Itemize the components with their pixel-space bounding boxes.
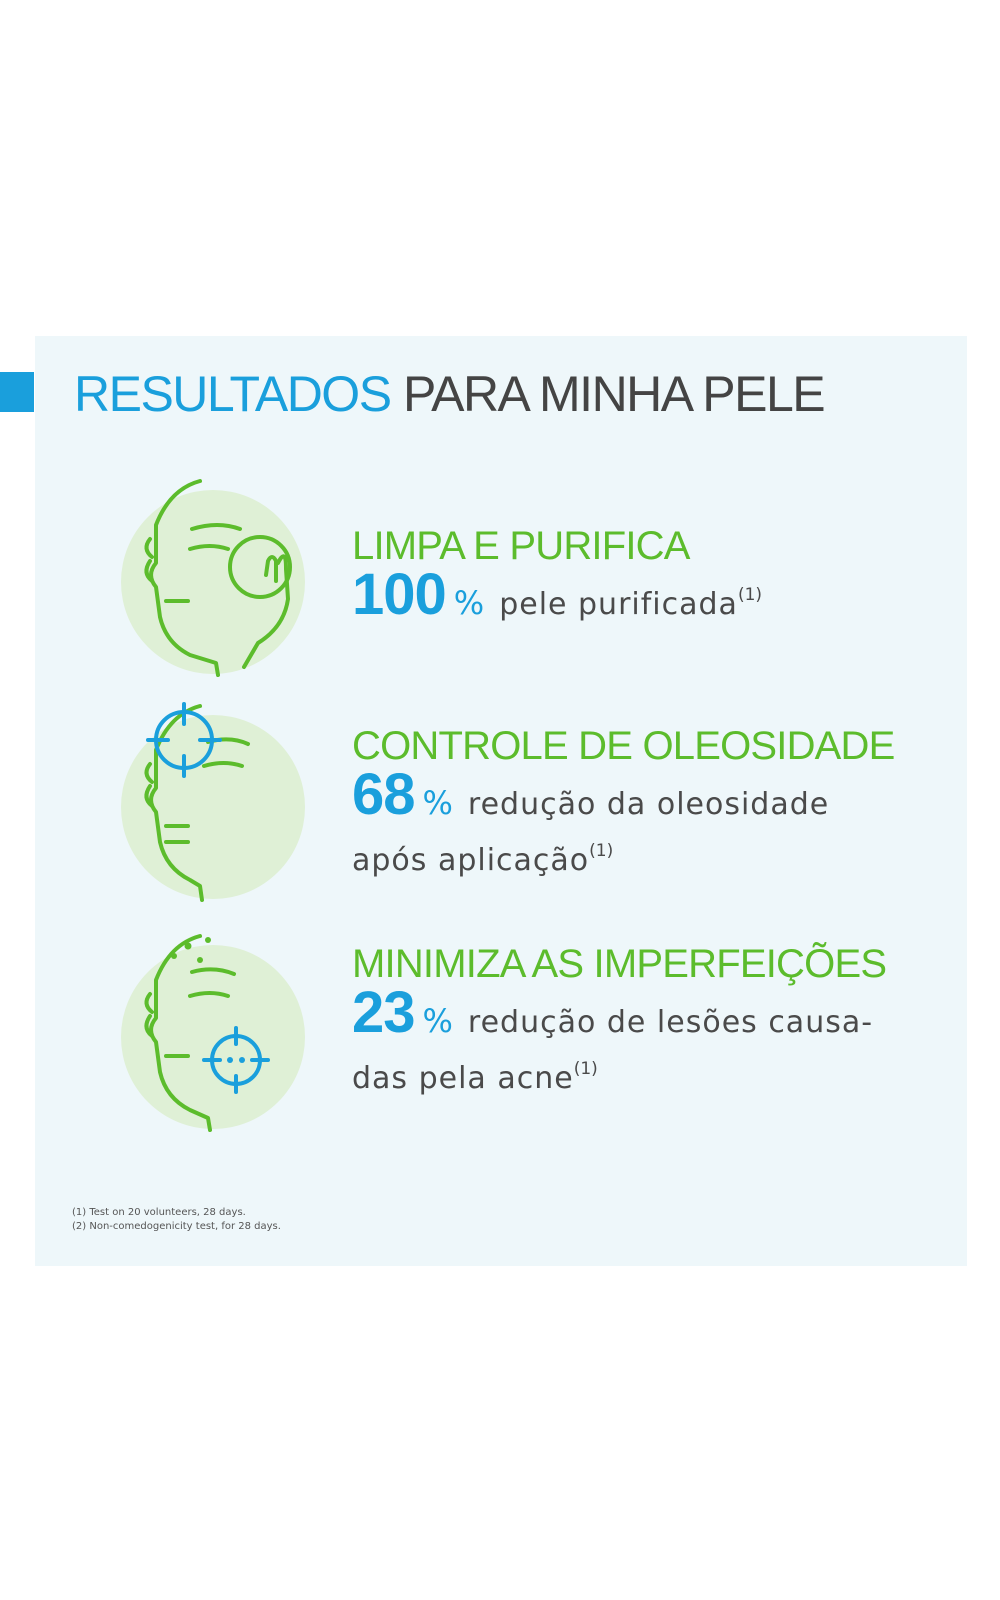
benefit-stat-1: 100% pele purificada(1) — [352, 566, 912, 628]
page-title: RESULTADOS PARA MINHA PELE — [74, 366, 826, 422]
benefit-value-3: 23 — [352, 980, 416, 1045]
benefit-heading-1: LIMPA E PURIFICA — [352, 524, 690, 568]
title-highlight: RESULTADOS — [74, 366, 392, 422]
footnote-1: (1) Test on 20 volunteers, 28 days. — [72, 1207, 246, 1218]
benefit-heading-2: CONTROLE DE OLEOSIDADE — [352, 724, 895, 768]
benefit-text-3b: das pela acne — [352, 1061, 574, 1096]
benefit-text-2: redução da oleosidade — [467, 787, 830, 822]
benefit-value-2: 68 — [352, 762, 416, 827]
benefit-unit-3: % — [422, 1002, 454, 1040]
benefit-ref-1: (1) — [737, 585, 763, 605]
benefit-text-2b: após aplicação — [352, 843, 590, 878]
benefit-heading-3: MINIMIZA AS IMPERFEIÇÕES — [352, 942, 887, 986]
face-blemish-target-icon — [108, 932, 318, 1142]
benefit-unit-1: % — [453, 584, 486, 622]
title-rest: PARA MINHA PELE — [402, 366, 826, 422]
benefit-stat-2: 68% redução da oleosidade após aplicação(1… — [352, 766, 912, 884]
benefit-text-1: pele purificada — [499, 587, 738, 622]
accent-bar — [0, 372, 34, 412]
face-cotton-pad-icon — [108, 477, 318, 687]
face-forehead-target-icon — [108, 702, 318, 912]
benefit-ref-3: (1) — [573, 1059, 598, 1079]
benefit-ref-2: (1) — [589, 841, 614, 861]
footnotes: (1) Test on 20 volunteers, 28 days. (2) … — [72, 1206, 281, 1234]
benefit-value-1: 100 — [352, 562, 447, 627]
benefit-stat-3: 23% redução de lesões causa-das pela acne… — [352, 984, 912, 1102]
footnote-2: (2) Non-comedogenicity test, for 28 days… — [72, 1221, 281, 1232]
benefit-unit-2: % — [422, 784, 454, 822]
benefit-text-3: redução de lesões causa- — [467, 1005, 874, 1040]
